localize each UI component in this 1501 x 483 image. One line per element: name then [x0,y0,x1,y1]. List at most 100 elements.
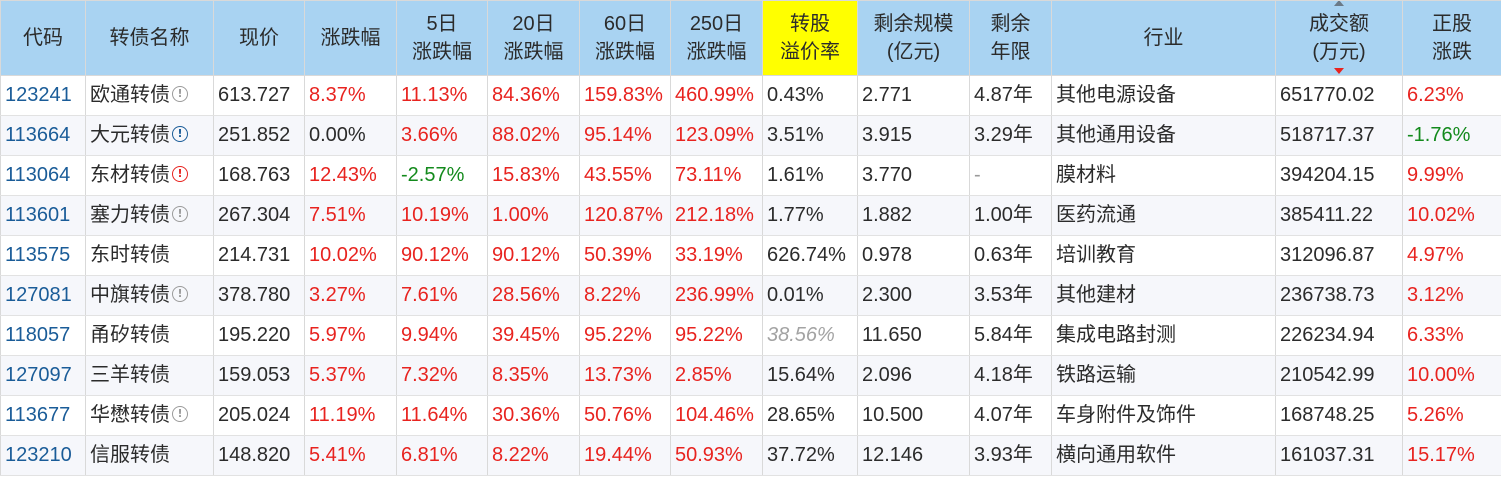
cell-name[interactable]: 华懋转债! [85,395,214,436]
info-icon[interactable]: ! [172,405,188,422]
table-body: 123241 欧通转债! 613.727 8.37% 11.13% 84.36% 159.8… [0,75,1501,476]
table-row[interactable]: 113064 东材转债! 168.763 12.43% -2.57% 15.83% 43.5… [0,155,1501,196]
table-row[interactable]: 113664 大元转债! 251.852 0.00% 3.66% 88.02% 95.14%… [0,115,1501,156]
cell-volume: 394204.15 [1275,155,1403,196]
column-header-chg[interactable]: 涨跌幅 [304,0,397,76]
table-row[interactable]: 118057 甬矽转债 195.220 5.97% 9.94% 39.45% 95.22% 9… [0,315,1501,356]
cell-code[interactable]: 123241 [0,75,86,116]
cell-name[interactable]: 东时转债 [85,235,214,276]
cell-years: 0.63年 [969,235,1052,276]
cell-code[interactable]: 127081 [0,275,86,316]
table-row[interactable]: 127097 三羊转债 159.053 5.37% 7.32% 8.35% 13.73% 2.… [0,355,1501,396]
cell-chg5: 6.81% [396,435,488,476]
cell-price: 159.053 [213,355,305,396]
column-header-chg5[interactable]: 5日 涨跌幅 [396,0,488,76]
column-header-label: 250日 涨跌幅 [686,13,747,63]
cell-price: 195.220 [213,315,305,356]
cell-volume: 226234.94 [1275,315,1403,356]
cell-name[interactable]: 东材转债! [85,155,214,196]
cell-stockchg: 6.23% [1402,75,1501,116]
cell-scale: 0.978 [857,235,970,276]
sort-descending-icon[interactable] [1334,68,1344,74]
cell-code[interactable]: 113601 [0,195,86,236]
cell-code[interactable]: 127097 [0,355,86,396]
cell-price: 267.304 [213,195,305,236]
bond-name-label: 欧通转债 [90,84,170,106]
cell-premium: 1.77% [762,195,858,236]
column-header-label: 20日 涨跌幅 [503,13,564,63]
cell-chg: 0.00% [304,115,397,156]
cell-chg5: 9.94% [396,315,488,356]
cell-name[interactable]: 信服转债 [85,435,214,476]
cell-years: 4.18年 [969,355,1052,396]
column-header-label: 成交额 (万元) [1309,1,1369,74]
cell-name[interactable]: 大元转债! [85,115,214,156]
cell-name[interactable]: 三羊转债 [85,355,214,396]
cell-years: 5.84年 [969,315,1052,356]
cell-premium: 15.64% [762,355,858,396]
table-row[interactable]: 123241 欧通转债! 613.727 8.37% 11.13% 84.36% 159.8… [0,75,1501,116]
column-header-label: 剩余 年限 [990,13,1031,63]
sort-ascending-icon[interactable] [1334,1,1344,6]
cell-chg60: 50.39% [579,235,671,276]
cell-premium: 3.51% [762,115,858,156]
column-header-volume[interactable]: 成交额 (万元) [1275,0,1403,76]
cell-name[interactable]: 欧通转债! [85,75,214,116]
cell-stockchg: 4.97% [1402,235,1501,276]
cell-name[interactable]: 塞力转债! [85,195,214,236]
column-header-code[interactable]: 代码 [0,0,86,76]
cell-name[interactable]: 中旗转债! [85,275,214,316]
cell-chg250: 73.11% [670,155,763,196]
table-row[interactable]: 123210 信服转债 148.820 5.41% 6.81% 8.22% 19.44% 50… [0,435,1501,476]
cell-chg: 5.37% [304,355,397,396]
cell-chg20: 30.36% [487,395,580,436]
column-header-chg20[interactable]: 20日 涨跌幅 [487,0,580,76]
cell-stockchg: -1.76% [1402,115,1501,156]
info-icon[interactable]: ! [172,165,188,182]
column-header-stockchg[interactable]: 正股 涨跌 [1402,0,1501,76]
cell-code[interactable]: 123210 [0,435,86,476]
cell-scale: 10.500 [857,395,970,436]
cell-code[interactable]: 113677 [0,395,86,436]
cell-industry: 集成电路封测 [1051,315,1276,356]
cell-code[interactable]: 113664 [0,115,86,156]
column-header-premium[interactable]: 转股 溢价率 [762,0,858,76]
cell-chg250: 123.09% [670,115,763,156]
cell-chg60: 120.87% [579,195,671,236]
cell-chg60: 13.73% [579,355,671,396]
cell-stockchg: 10.00% [1402,355,1501,396]
column-header-name[interactable]: 转债名称 [85,0,214,76]
table-row[interactable]: 113575 东时转债 214.731 10.02% 90.12% 90.12% 50.39… [0,235,1501,276]
cell-years: 3.53年 [969,275,1052,316]
cell-industry: 培训教育 [1051,235,1276,276]
cell-code[interactable]: 118057 [0,315,86,356]
cell-years: 3.29年 [969,115,1052,156]
column-header-industry[interactable]: 行业 [1051,0,1276,76]
column-header-label: 60日 涨跌幅 [595,13,655,63]
column-header-scale[interactable]: 剩余规模 (亿元) [857,0,970,76]
cell-volume: 518717.37 [1275,115,1403,156]
table-row[interactable]: 113677 华懋转债! 205.024 11.19% 11.64% 30.36% 50.7… [0,395,1501,436]
info-icon[interactable]: ! [172,125,188,142]
cell-name[interactable]: 甬矽转债 [85,315,214,356]
cell-code[interactable]: 113064 [0,155,86,196]
cell-price: 205.024 [213,395,305,436]
info-icon[interactable]: ! [172,285,188,302]
cell-years: 1.00年 [969,195,1052,236]
column-header-label: 转股 溢价率 [780,13,840,63]
column-header-years[interactable]: 剩余 年限 [969,0,1052,76]
table-row[interactable]: 127081 中旗转债! 378.780 3.27% 7.61% 28.56% 8.22% 2… [0,275,1501,316]
column-header-label: 行业 [1143,27,1184,49]
bond-name-label: 华懋转债 [90,404,170,426]
info-icon[interactable]: ! [172,205,188,222]
column-header-chg250[interactable]: 250日 涨跌幅 [670,0,763,76]
column-header-chg60[interactable]: 60日 涨跌幅 [579,0,671,76]
cell-price: 613.727 [213,75,305,116]
cell-price: 378.780 [213,275,305,316]
table-row[interactable]: 113601 塞力转债! 267.304 7.51% 10.19% 1.00% 120.87… [0,195,1501,236]
column-header-price[interactable]: 现价 [213,0,305,76]
cell-scale: 3.770 [857,155,970,196]
cell-code[interactable]: 113575 [0,235,86,276]
info-icon[interactable]: ! [172,85,188,102]
